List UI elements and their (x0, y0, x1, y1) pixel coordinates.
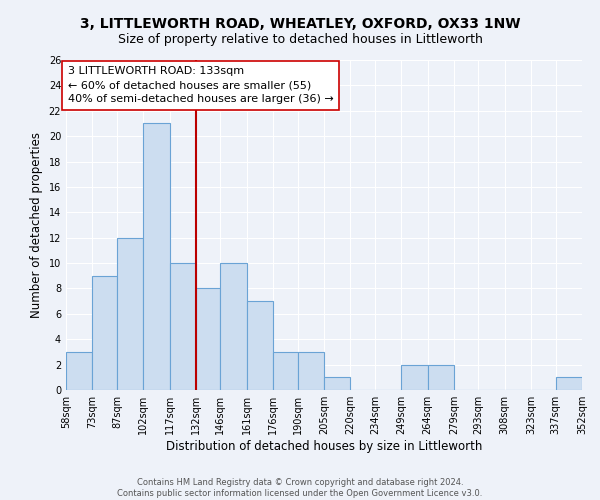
Bar (556, 378, 582, 390)
Text: Size of property relative to detached houses in Littleworth: Size of property relative to detached ho… (118, 32, 482, 46)
Bar (298, 352, 324, 390)
Bar (401, 364, 428, 390)
X-axis label: Distribution of detached houses by size in Littleworth: Distribution of detached houses by size … (166, 440, 482, 453)
Bar (66, 352, 92, 390)
Bar (247, 301, 273, 390)
Text: 3 LITTLEWORTH ROAD: 133sqm
← 60% of detached houses are smaller (55)
40% of semi: 3 LITTLEWORTH ROAD: 133sqm ← 60% of deta… (68, 66, 334, 104)
Text: 3, LITTLEWORTH ROAD, WHEATLEY, OXFORD, OX33 1NW: 3, LITTLEWORTH ROAD, WHEATLEY, OXFORD, O… (80, 18, 520, 32)
Bar (273, 352, 298, 390)
Y-axis label: Number of detached properties: Number of detached properties (30, 132, 43, 318)
Text: Contains HM Land Registry data © Crown copyright and database right 2024.
Contai: Contains HM Land Registry data © Crown c… (118, 478, 482, 498)
Bar (170, 263, 196, 390)
Bar (117, 238, 143, 390)
Bar (143, 124, 170, 390)
Bar (92, 276, 117, 390)
Bar (324, 378, 350, 390)
Bar (220, 263, 247, 390)
Bar (196, 288, 220, 390)
Bar (428, 364, 454, 390)
